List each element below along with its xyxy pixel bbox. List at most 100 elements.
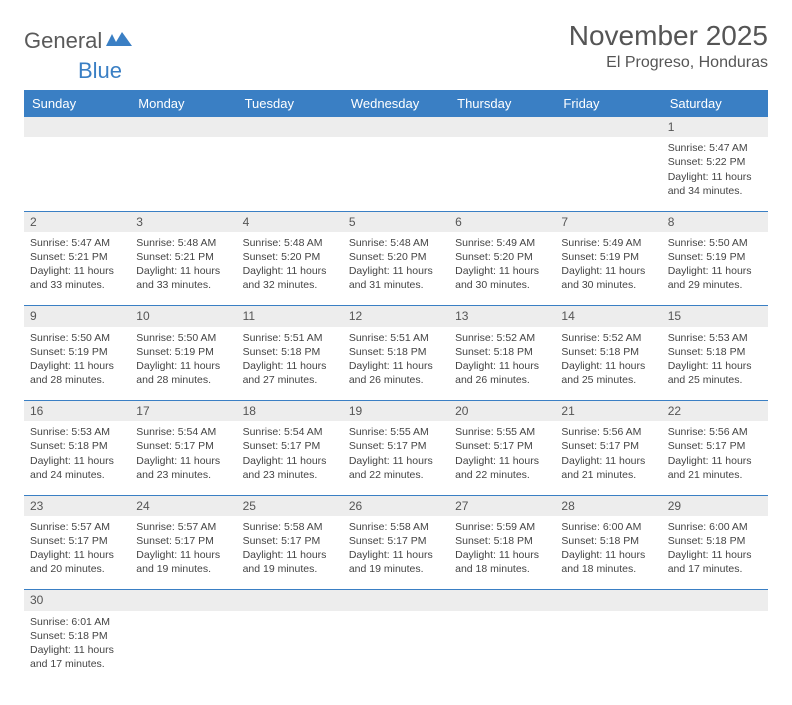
- week-row: Sunrise: 6:01 AMSunset: 5:18 PMDaylight:…: [24, 611, 768, 685]
- day-details: Sunrise: 5:47 AMSunset: 5:21 PMDaylight:…: [30, 236, 124, 293]
- day-number: 7: [561, 215, 568, 229]
- day-number-cell: [449, 117, 555, 137]
- day-number: 11: [243, 309, 255, 323]
- day-number-cell: 22: [662, 401, 768, 422]
- sunset-text: Sunset: 5:21 PM: [136, 250, 230, 264]
- daylight-text: and 18 minutes.: [561, 562, 655, 576]
- daylight-text: Daylight: 11 hours: [243, 548, 337, 562]
- day-cell: Sunrise: 5:58 AMSunset: 5:17 PMDaylight:…: [237, 516, 343, 590]
- sunset-text: Sunset: 5:17 PM: [243, 534, 337, 548]
- daylight-text: Daylight: 11 hours: [136, 264, 230, 278]
- daylight-text: and 21 minutes.: [668, 468, 762, 482]
- day-number: 8: [668, 215, 675, 229]
- month-title: November 2025: [569, 20, 768, 52]
- day-cell: [130, 611, 236, 685]
- day-number-cell: [343, 590, 449, 611]
- daylight-text: and 26 minutes.: [349, 373, 443, 387]
- day-details: Sunrise: 5:53 AMSunset: 5:18 PMDaylight:…: [668, 331, 762, 388]
- day-details: Sunrise: 5:55 AMSunset: 5:17 PMDaylight:…: [455, 425, 549, 482]
- daylight-text: and 26 minutes.: [455, 373, 549, 387]
- daylight-text: and 22 minutes.: [455, 468, 549, 482]
- sunset-text: Sunset: 5:19 PM: [561, 250, 655, 264]
- day-number: 12: [349, 309, 362, 323]
- sunrise-text: Sunrise: 5:52 AM: [561, 331, 655, 345]
- day-number-cell: [237, 117, 343, 137]
- day-details: Sunrise: 6:00 AMSunset: 5:18 PMDaylight:…: [668, 520, 762, 577]
- day-number-cell: 21: [555, 401, 661, 422]
- day-details: Sunrise: 5:52 AMSunset: 5:18 PMDaylight:…: [561, 331, 655, 388]
- daylight-text: Daylight: 11 hours: [561, 548, 655, 562]
- daylight-text: Daylight: 11 hours: [561, 264, 655, 278]
- sunrise-text: Sunrise: 5:53 AM: [30, 425, 124, 439]
- daylight-text: Daylight: 11 hours: [455, 264, 549, 278]
- day-cell: Sunrise: 5:49 AMSunset: 5:20 PMDaylight:…: [449, 232, 555, 306]
- week-row: Sunrise: 5:53 AMSunset: 5:18 PMDaylight:…: [24, 421, 768, 495]
- sunrise-text: Sunrise: 5:57 AM: [136, 520, 230, 534]
- sunrise-text: Sunrise: 5:50 AM: [30, 331, 124, 345]
- day-number-cell: 7: [555, 211, 661, 232]
- day-number: 29: [668, 499, 681, 513]
- daylight-text: and 30 minutes.: [561, 278, 655, 292]
- daylight-text: and 23 minutes.: [243, 468, 337, 482]
- day-cell: [343, 137, 449, 211]
- daylight-text: and 33 minutes.: [136, 278, 230, 292]
- daylight-text: Daylight: 11 hours: [136, 548, 230, 562]
- day-number-cell: [130, 590, 236, 611]
- day-number: 18: [243, 404, 256, 418]
- day-details: Sunrise: 6:01 AMSunset: 5:18 PMDaylight:…: [30, 615, 124, 672]
- day-cell: Sunrise: 6:00 AMSunset: 5:18 PMDaylight:…: [555, 516, 661, 590]
- sunrise-text: Sunrise: 5:56 AM: [561, 425, 655, 439]
- daylight-text: and 28 minutes.: [136, 373, 230, 387]
- day-details: Sunrise: 5:59 AMSunset: 5:18 PMDaylight:…: [455, 520, 549, 577]
- day-number-cell: 13: [449, 306, 555, 327]
- day-number: 15: [668, 309, 681, 323]
- day-number-cell: [555, 117, 661, 137]
- day-cell: Sunrise: 5:58 AMSunset: 5:17 PMDaylight:…: [343, 516, 449, 590]
- day-number-cell: 20: [449, 401, 555, 422]
- calendar-table: Sunday Monday Tuesday Wednesday Thursday…: [24, 90, 768, 685]
- daylight-text: Daylight: 11 hours: [668, 264, 762, 278]
- day-details: Sunrise: 5:50 AMSunset: 5:19 PMDaylight:…: [136, 331, 230, 388]
- sunset-text: Sunset: 5:17 PM: [349, 534, 443, 548]
- day-number: 21: [561, 404, 574, 418]
- day-cell: [237, 611, 343, 685]
- day-cell: Sunrise: 5:48 AMSunset: 5:20 PMDaylight:…: [343, 232, 449, 306]
- day-cell: Sunrise: 5:52 AMSunset: 5:18 PMDaylight:…: [555, 327, 661, 401]
- day-cell: Sunrise: 5:52 AMSunset: 5:18 PMDaylight:…: [449, 327, 555, 401]
- daylight-text: Daylight: 11 hours: [668, 548, 762, 562]
- day-number: 10: [136, 309, 149, 323]
- day-number-cell: 9: [24, 306, 130, 327]
- day-cell: Sunrise: 5:50 AMSunset: 5:19 PMDaylight:…: [130, 327, 236, 401]
- daylight-text: Daylight: 11 hours: [349, 548, 443, 562]
- sunset-text: Sunset: 5:17 PM: [30, 534, 124, 548]
- daylight-text: Daylight: 11 hours: [455, 359, 549, 373]
- daylight-text: Daylight: 11 hours: [561, 359, 655, 373]
- day-cell: Sunrise: 5:53 AMSunset: 5:18 PMDaylight:…: [24, 421, 130, 495]
- day-number: 2: [30, 215, 37, 229]
- day-number-cell: 8: [662, 211, 768, 232]
- day-number-cell: [24, 117, 130, 137]
- week-row: Sunrise: 5:47 AMSunset: 5:21 PMDaylight:…: [24, 232, 768, 306]
- daylight-text: and 34 minutes.: [668, 184, 762, 198]
- sunrise-text: Sunrise: 5:51 AM: [349, 331, 443, 345]
- day-number: 9: [30, 309, 37, 323]
- day-number: 30: [30, 593, 43, 607]
- day-number: 19: [349, 404, 362, 418]
- day-cell: Sunrise: 5:53 AMSunset: 5:18 PMDaylight:…: [662, 327, 768, 401]
- weekday-header: Saturday: [662, 90, 768, 117]
- day-number-cell: 26: [343, 495, 449, 516]
- daylight-text: Daylight: 11 hours: [243, 359, 337, 373]
- day-number: 20: [455, 404, 468, 418]
- day-number-cell: [662, 590, 768, 611]
- calendar-body: 1Sunrise: 5:47 AMSunset: 5:22 PMDaylight…: [24, 117, 768, 685]
- day-cell: [449, 137, 555, 211]
- sunrise-text: Sunrise: 5:58 AM: [243, 520, 337, 534]
- day-cell: Sunrise: 5:51 AMSunset: 5:18 PMDaylight:…: [343, 327, 449, 401]
- day-number-cell: 1: [662, 117, 768, 137]
- location-label: El Progreso, Honduras: [569, 54, 768, 72]
- sunset-text: Sunset: 5:18 PM: [455, 345, 549, 359]
- day-number: 27: [455, 499, 468, 513]
- daylight-text: Daylight: 11 hours: [30, 264, 124, 278]
- sunrise-text: Sunrise: 6:00 AM: [668, 520, 762, 534]
- sunrise-text: Sunrise: 5:53 AM: [668, 331, 762, 345]
